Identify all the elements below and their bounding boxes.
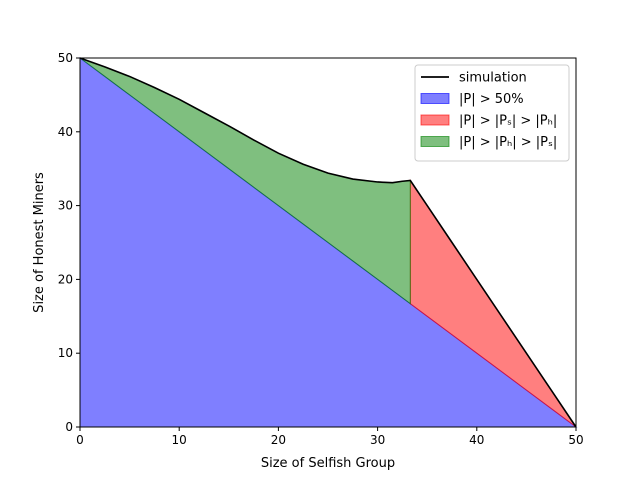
legend-box [414, 64, 570, 162]
legend-label: |P| > |Pₕ| > |Pₛ| [459, 135, 557, 150]
x-tick-label: 10 [172, 433, 187, 447]
legend-label: |P| > |Pₛ| > |Pₕ| [459, 114, 557, 129]
legend: simulation |P| > 50% |P| > |Pₛ| > |Pₕ| |P| … [414, 64, 570, 162]
y-axis-ticks: 0 10 20 30 40 50 [58, 51, 80, 434]
legend-swatch-patch [420, 114, 450, 126]
plot-lines [79, 57, 577, 428]
legend-label: simulation [459, 71, 527, 86]
y-tick-label: 10 [58, 346, 73, 360]
y-tick-label: 0 [65, 420, 73, 434]
x-tick-label: 30 [370, 433, 385, 447]
legend-swatch-patch [420, 136, 450, 147]
y-tick-label: 30 [58, 199, 73, 213]
x-tick-label: 20 [271, 433, 286, 447]
y-axis-label: Size of Honest Miners [32, 172, 47, 313]
y-tick-label: 20 [58, 272, 73, 286]
x-axis-ticks: 0 10 20 30 40 50 [76, 427, 584, 447]
y-tick-label: 40 [58, 125, 73, 139]
line-series-0 [79, 57, 577, 428]
legend-swatch-patch [420, 93, 450, 104]
y-tick-label: 50 [58, 51, 73, 65]
legend-label: |P| > 50% [459, 92, 524, 107]
x-tick-label: 0 [76, 433, 84, 447]
x-axis-label: Size of Selfish Group [261, 456, 395, 471]
x-tick-label: 40 [469, 433, 484, 447]
x-tick-label: 50 [568, 433, 583, 447]
plot-frame [79, 57, 577, 428]
